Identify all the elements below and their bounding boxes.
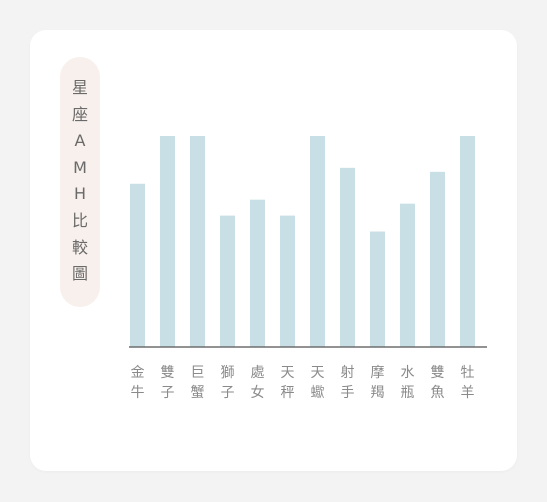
x-tick-label: 天秤 [281,365,295,401]
bar-3 [220,215,235,347]
x-tick-label: 雙魚 [431,365,445,401]
bar-8 [370,231,385,347]
bar-11 [460,136,475,347]
bar-1 [160,136,175,347]
bar-5 [280,215,295,347]
bar-10 [430,171,445,347]
bar-9 [400,203,415,347]
x-tick-label: 處女 [251,365,265,401]
bar-6 [310,136,325,347]
x-tick-label: 水瓶 [401,365,415,401]
title-char: H [73,184,87,204]
bar-7 [340,167,355,347]
x-tick-label: 射手 [341,365,355,401]
title-char: 圖 [71,264,88,284]
bars-group [130,136,475,347]
bar-0 [130,183,145,347]
title-char: 比 [71,211,88,230]
x-tick-label: 牡羊 [461,365,475,401]
title-char: 座 [71,104,88,124]
title-char: 星 [71,78,88,97]
title-char: A [74,131,86,151]
x-tick-label: 金牛 [131,365,145,401]
x-tick-label: 雙子 [161,365,175,401]
bar-4 [250,199,265,347]
x-tick-label: 天蠍 [311,365,325,401]
x-tick-label: 巨蟹 [191,365,205,401]
x-tick-label: 摩羯 [371,364,385,401]
title-char: 較 [71,237,88,257]
x-tick-label: 獅子 [221,365,235,401]
title-char: M [73,157,87,177]
bar-2 [190,136,205,347]
